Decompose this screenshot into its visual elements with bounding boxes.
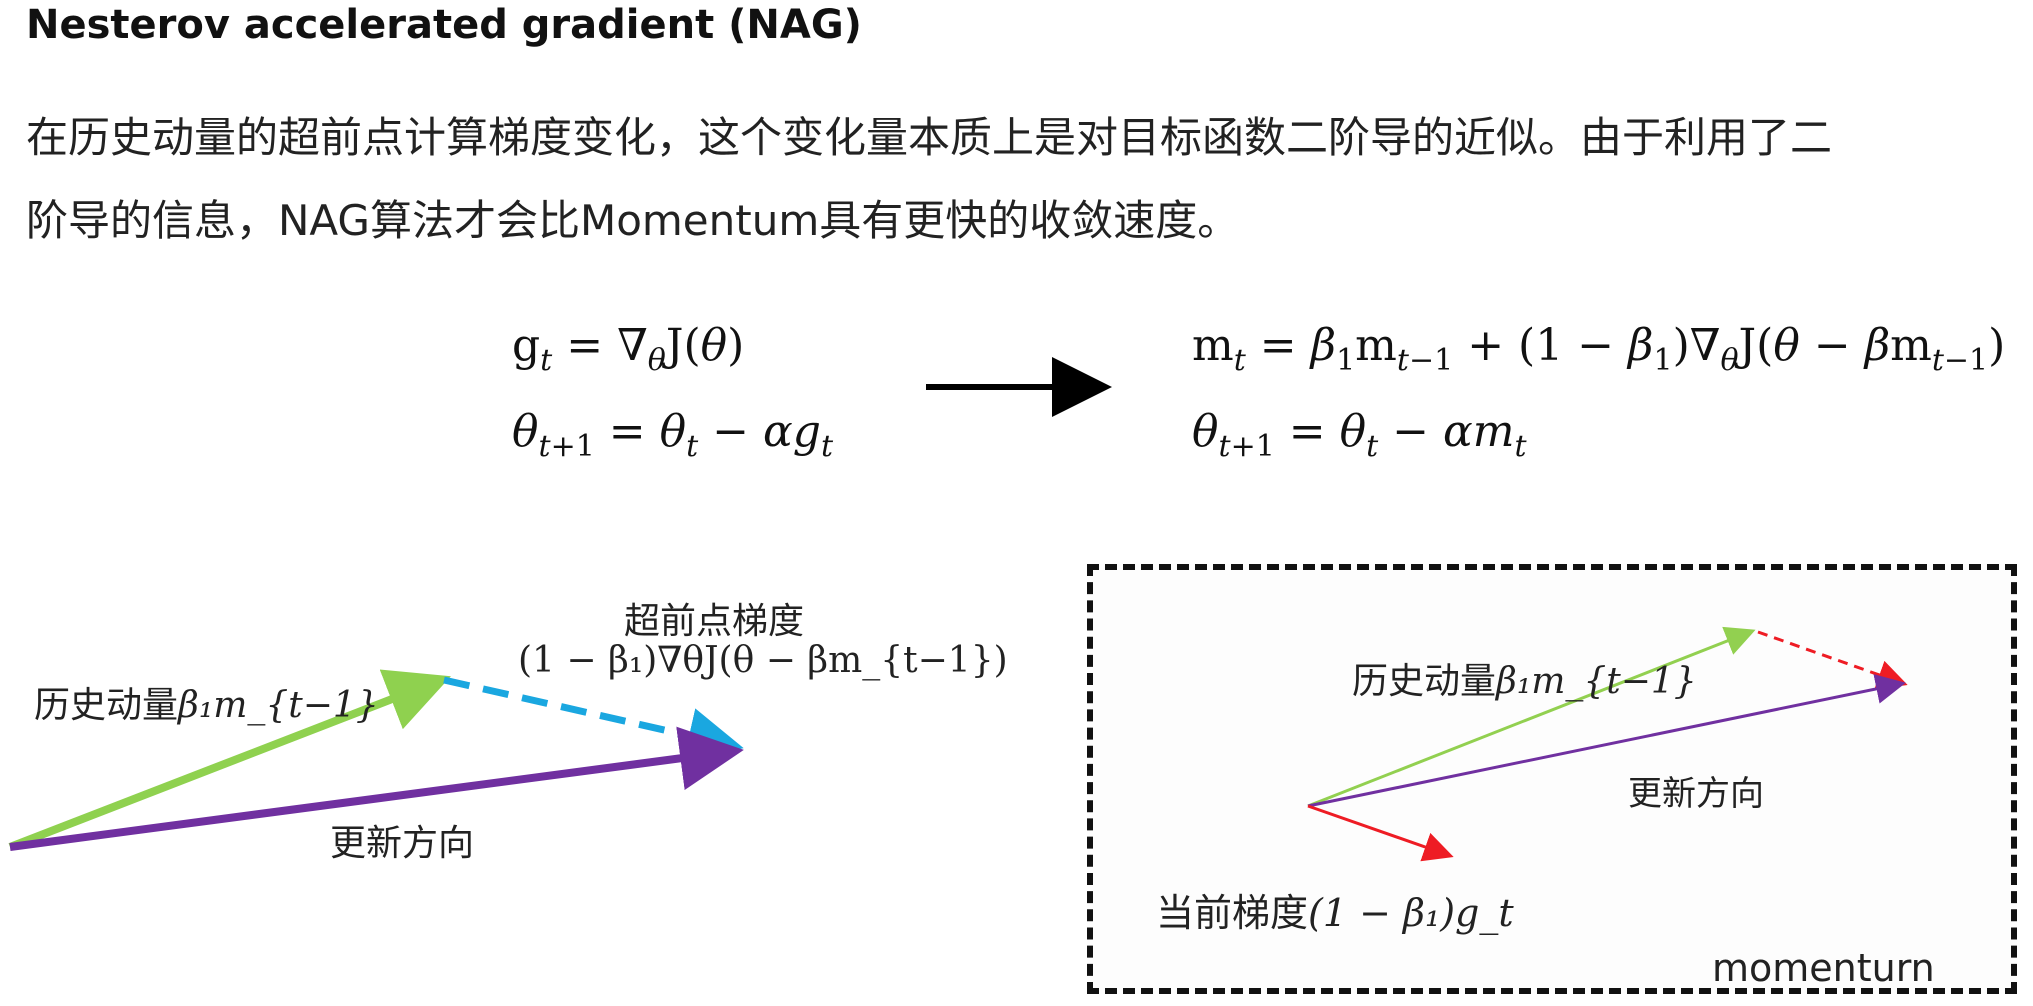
- momentum-history-math: β₁m_{t−1}: [1496, 661, 1697, 702]
- nag-lookahead-title: 超前点梯度: [624, 601, 805, 642]
- momentum-history-arrow: [1307, 626, 1756, 808]
- nag-history-math: β₁m_{t−1}: [178, 685, 379, 726]
- momentum-history-prefix: 历史动量: [1352, 661, 1497, 702]
- equation-nag-momentum: mt = β1mt−1 + (1 − β1)∇θJ(θ − βmt−1): [1192, 320, 2006, 378]
- nag-lookahead-formula: (1 − β₁)∇θJ(θ − βm_{t−1}): [518, 640, 1008, 681]
- nag-history-prefix: 历史动量: [34, 685, 179, 726]
- momentum-history-label: 历史动量β₁m_{t−1}: [1352, 652, 1697, 704]
- nag-lookahead-gradient-arrow: [443, 676, 744, 763]
- paragraph-line-1: 在历史动量的超前点计算梯度变化，这个变化量本质上是对目标函数二阶导的近似。由于利…: [26, 113, 1833, 162]
- nag-update-direction-arrow: [9, 726, 744, 851]
- momentum-gradient-prefix: 当前梯度: [1156, 891, 1309, 935]
- equation-nag-update: θt+1 = θt − αmt: [1192, 406, 1527, 464]
- momentum-update-label: 更新方向: [1628, 774, 1764, 814]
- momentum-update-direction-arrow: [1307, 674, 1906, 808]
- momentum-box-label: momenturn: [1712, 946, 1935, 990]
- momentum-shifted-gradient-arrow: [1757, 630, 1908, 690]
- paragraph-line-2: 阶导的信息，NAG算法才会比Momentum具有更快的收敛速度。: [26, 196, 1240, 245]
- page-title: Nesterov accelerated gradient (NAG): [26, 2, 862, 48]
- momentum-current-gradient-arrow: [1307, 804, 1454, 862]
- momentum-gradient-math: (1 − β₁)g_t: [1308, 891, 1514, 935]
- momentum-diagram-box: [1087, 564, 2017, 994]
- nag-update-label: 更新方向: [330, 823, 475, 864]
- equation-sgd-gradient: gt = ∇θJ(θ): [512, 320, 745, 378]
- description-paragraph: 在历史动量的超前点计算梯度变化，这个变化量本质上是对目标函数二阶导的近似。由于利…: [26, 96, 2016, 262]
- nag-history-label: 历史动量β₁m_{t−1}: [34, 676, 379, 728]
- momentum-gradient-label: 当前梯度(1 − β₁)g_t: [1156, 882, 1514, 937]
- nag-history-momentum-arrow: [8, 669, 451, 851]
- equation-sgd-update: θt+1 = θt − αgt: [512, 406, 833, 464]
